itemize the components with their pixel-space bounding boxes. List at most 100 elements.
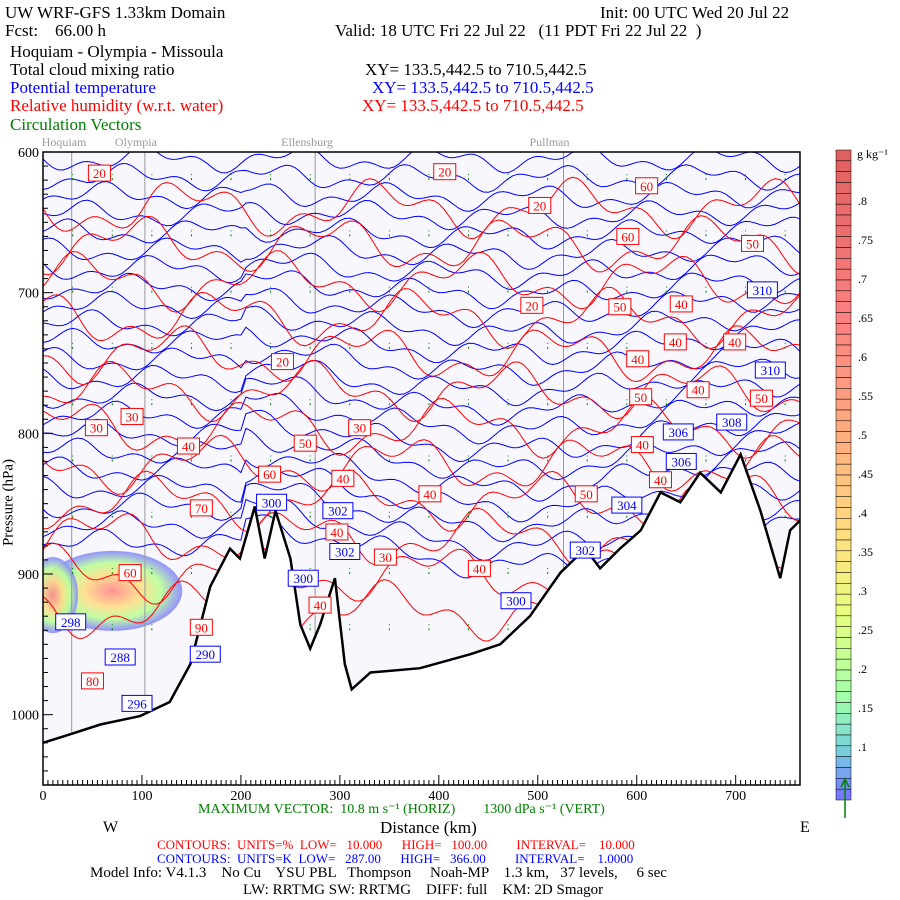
theta-contour — [43, 338, 800, 386]
plot-frame — [42, 151, 801, 786]
theta-contour-label-box — [611, 496, 643, 514]
rh-contour-label: 80 — [86, 674, 99, 689]
rh-contour-label-box — [84, 419, 108, 437]
colorbar-cell — [835, 648, 852, 660]
rh-contour-label-box — [669, 295, 693, 313]
colorbar-cell — [835, 453, 852, 465]
rh-contour-label: 20 — [93, 166, 106, 181]
rh-contour-label: 50 — [634, 390, 647, 405]
theta-contour-label-box — [329, 542, 361, 560]
rh-contour-label: 30 — [126, 409, 139, 424]
theta-contour-label: 300 — [262, 495, 282, 510]
colorbar-cell — [835, 268, 852, 281]
theta-contour-label: 302 — [328, 504, 348, 519]
rh-contour-label-box — [723, 333, 747, 351]
theta-contour-label-box — [716, 413, 748, 431]
location-label: Pullman — [529, 135, 569, 149]
colorbar-cell — [835, 247, 852, 259]
colorbar-cell — [835, 518, 852, 530]
rh-contour-label: 50 — [299, 436, 312, 451]
colorbar-cell — [835, 377, 852, 389]
x-tick-label: 100 — [131, 789, 152, 804]
theta-contour-label: 306 — [669, 425, 689, 440]
rh-contour-label: 40 — [473, 561, 486, 576]
x-axis-label: Distance (km) — [380, 818, 477, 837]
rh-contour-label-box — [325, 523, 349, 541]
field-theta-xy: XY= 133.5,442.5 to 710.5,442.5 — [372, 78, 594, 97]
theta-contour-info: CONTOURS: UNITS=K LOW= 287.00 HIGH= 366.… — [157, 851, 634, 866]
rh-contour-label-box — [608, 298, 632, 316]
terrain-profile — [43, 451, 800, 744]
theta-contour-label: 300 — [293, 571, 313, 586]
west-label: W — [103, 819, 119, 836]
theta-contour-label-box — [746, 281, 778, 299]
rh-contour-label-box — [630, 436, 654, 454]
colorbar-cell — [835, 615, 852, 627]
theta-contour — [43, 376, 800, 426]
theta-contour — [43, 305, 800, 347]
east-label: E — [800, 819, 810, 836]
colorbar-cell — [835, 723, 852, 736]
y-axis-label: Pressure (hPa) — [0, 458, 17, 547]
rh-contour-label: 40 — [330, 525, 343, 540]
colorbar-cell — [835, 279, 852, 292]
rh-contour-label: 20 — [525, 298, 538, 313]
theta-contour-label: 290 — [196, 647, 216, 662]
theta-contour-label-box — [754, 361, 786, 379]
theta-contour — [43, 288, 800, 329]
colorbar-cell — [835, 312, 852, 324]
colorbar-cell — [835, 778, 852, 790]
init-time: Init: 00 UTC Wed 20 Jul 22 — [600, 3, 790, 22]
theta-contour-label: 296 — [127, 696, 147, 711]
location-label: Ellensburg — [281, 135, 333, 149]
plot-layers — [43, 152, 800, 785]
rh-contour-label: 40 — [182, 439, 195, 454]
rh-contour-label-box — [616, 227, 640, 245]
theta-contour — [43, 252, 800, 290]
rh-contour-label-box — [663, 333, 687, 351]
rh-contour — [43, 215, 800, 276]
y-tick-label: 700 — [18, 287, 39, 302]
rh-contour-label-box — [749, 389, 773, 407]
theta-contour — [43, 162, 800, 193]
rh-contour-label-box — [626, 350, 650, 368]
colorbar-cell — [835, 658, 852, 671]
rh-contour-label: 50 — [755, 391, 768, 406]
theta-contour-label: 302 — [335, 544, 355, 559]
colorbar-cell — [835, 572, 852, 584]
colorbar-cell — [835, 149, 852, 162]
rh-contour-label: 40 — [675, 297, 688, 312]
colorbar-cell — [835, 388, 852, 400]
colorbar-cell — [835, 366, 852, 378]
y-tick-label: 600 — [18, 146, 39, 161]
rh-contour-label-box — [120, 407, 144, 425]
colorbar-cell — [835, 398, 852, 411]
colorbar-label: .1 — [858, 740, 867, 754]
rh-contour-label: 20 — [438, 165, 451, 180]
colorbar-cell — [835, 214, 852, 227]
theta-contour — [43, 358, 800, 407]
colorbar-cell — [835, 290, 852, 302]
rh-contour-label-box — [80, 672, 104, 690]
rh-contour-label-box — [433, 163, 457, 181]
rh-contour-label: 50 — [580, 487, 593, 502]
theta-contour-label-box — [189, 645, 221, 663]
rh-contour — [43, 286, 800, 350]
rh-contour-label: 20 — [276, 355, 289, 370]
theta-contour — [43, 152, 800, 174]
model-info: Model Info: V4.1.3 No Cu YSU PBL Thompso… — [90, 865, 667, 881]
colorbar-cell — [835, 225, 852, 237]
field-cloud-xy: XY= 133.5,442.5 to 710.5,442.5 — [365, 60, 587, 79]
rh-contour-label-box — [189, 499, 213, 517]
below-ground — [43, 454, 800, 785]
colorbar-cell — [835, 550, 852, 562]
colorbar-cell — [835, 680, 852, 692]
theta-contour-label-box — [104, 648, 136, 666]
rh-contour-label: 40 — [669, 335, 682, 350]
theta-contour-label-box — [322, 502, 354, 520]
cloud-mixing-ratio-area — [43, 550, 183, 631]
colorbar-cell — [835, 745, 852, 757]
theta-contour-label-box — [287, 569, 319, 587]
colorbar-cell — [835, 637, 852, 649]
colorbar-cell — [835, 355, 852, 367]
